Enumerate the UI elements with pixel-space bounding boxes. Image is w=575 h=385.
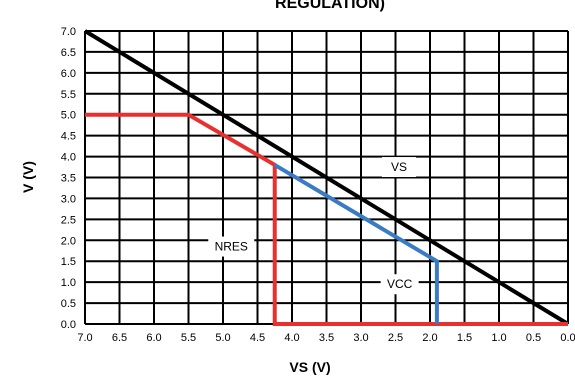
y-tick-label: 5.0 [61, 110, 76, 122]
y-tick-label: 7.0 [61, 26, 76, 38]
x-tick-label: 5.0 [215, 332, 230, 344]
chart-title: REGULATION) [275, 0, 385, 12]
x-tick-label: 5.5 [181, 332, 196, 344]
grid [84, 30, 569, 325]
x-tick-label: 7.0 [77, 332, 92, 344]
y-tick-label: 1.0 [61, 277, 76, 289]
y-tick-label: 3.0 [61, 193, 76, 205]
y-tick-label: 4.5 [61, 131, 76, 143]
annotation-label-nres: NRES [215, 240, 248, 254]
x-tick-label: 3.5 [319, 332, 334, 344]
x-tick-label: 3.0 [353, 332, 368, 344]
annotation-label-vs: VS [391, 160, 407, 174]
series-line-vcc [273, 163, 439, 324]
series-line-vs [83, 29, 570, 326]
y-tick-label: 3.5 [61, 173, 76, 185]
annotation-box-vcc [380, 274, 419, 295]
y-tick-label: 1.5 [61, 256, 76, 268]
annotation-box-vs [381, 157, 416, 178]
x-tick-label: 4.5 [250, 332, 265, 344]
y-tick-label: 0.5 [61, 298, 76, 310]
x-tick-label: 0.5 [526, 332, 541, 344]
x-axis-title: VS (V) [289, 359, 330, 375]
annotations: VS NRES VCC [208, 157, 419, 295]
y-tick-label: 2.5 [61, 214, 76, 226]
y-tick-label: 4.0 [61, 152, 76, 164]
annotation-label-vcc: VCC [387, 277, 413, 291]
x-tick-label: 0.0 [560, 332, 575, 344]
y-axis-title: V (V) [20, 161, 36, 193]
annotation-box-nres [208, 236, 255, 257]
y-tick-label: 5.5 [61, 89, 76, 101]
x-tick-label: 1.5 [457, 332, 472, 344]
x-tick-labels: 7.0 6.5 6.0 5.5 5.0 4.5 4.0 3.5 3.0 2.5 2.0 1.5 1.0 0… [77, 332, 575, 344]
y-tick-labels: 0.0 0.5 1.0 1.5 2.0 2.5 3.0 3.5 4.0 4.5 5.0 5.5 6.0 6… [61, 26, 76, 331]
series-lines [83, 29, 570, 326]
y-tick-label: 6.0 [61, 68, 76, 80]
x-tick-label: 4.0 [284, 332, 299, 344]
y-tick-label: 6.5 [61, 47, 76, 59]
x-tick-label: 6.5 [112, 332, 127, 344]
y-tick-label: 2.0 [61, 235, 76, 247]
x-tick-label: 2.0 [422, 332, 437, 344]
x-tick-label: 1.0 [491, 332, 506, 344]
x-tick-label: 6.0 [146, 332, 161, 344]
y-tick-label: 0.0 [61, 319, 76, 331]
x-tick-label: 2.5 [388, 332, 403, 344]
